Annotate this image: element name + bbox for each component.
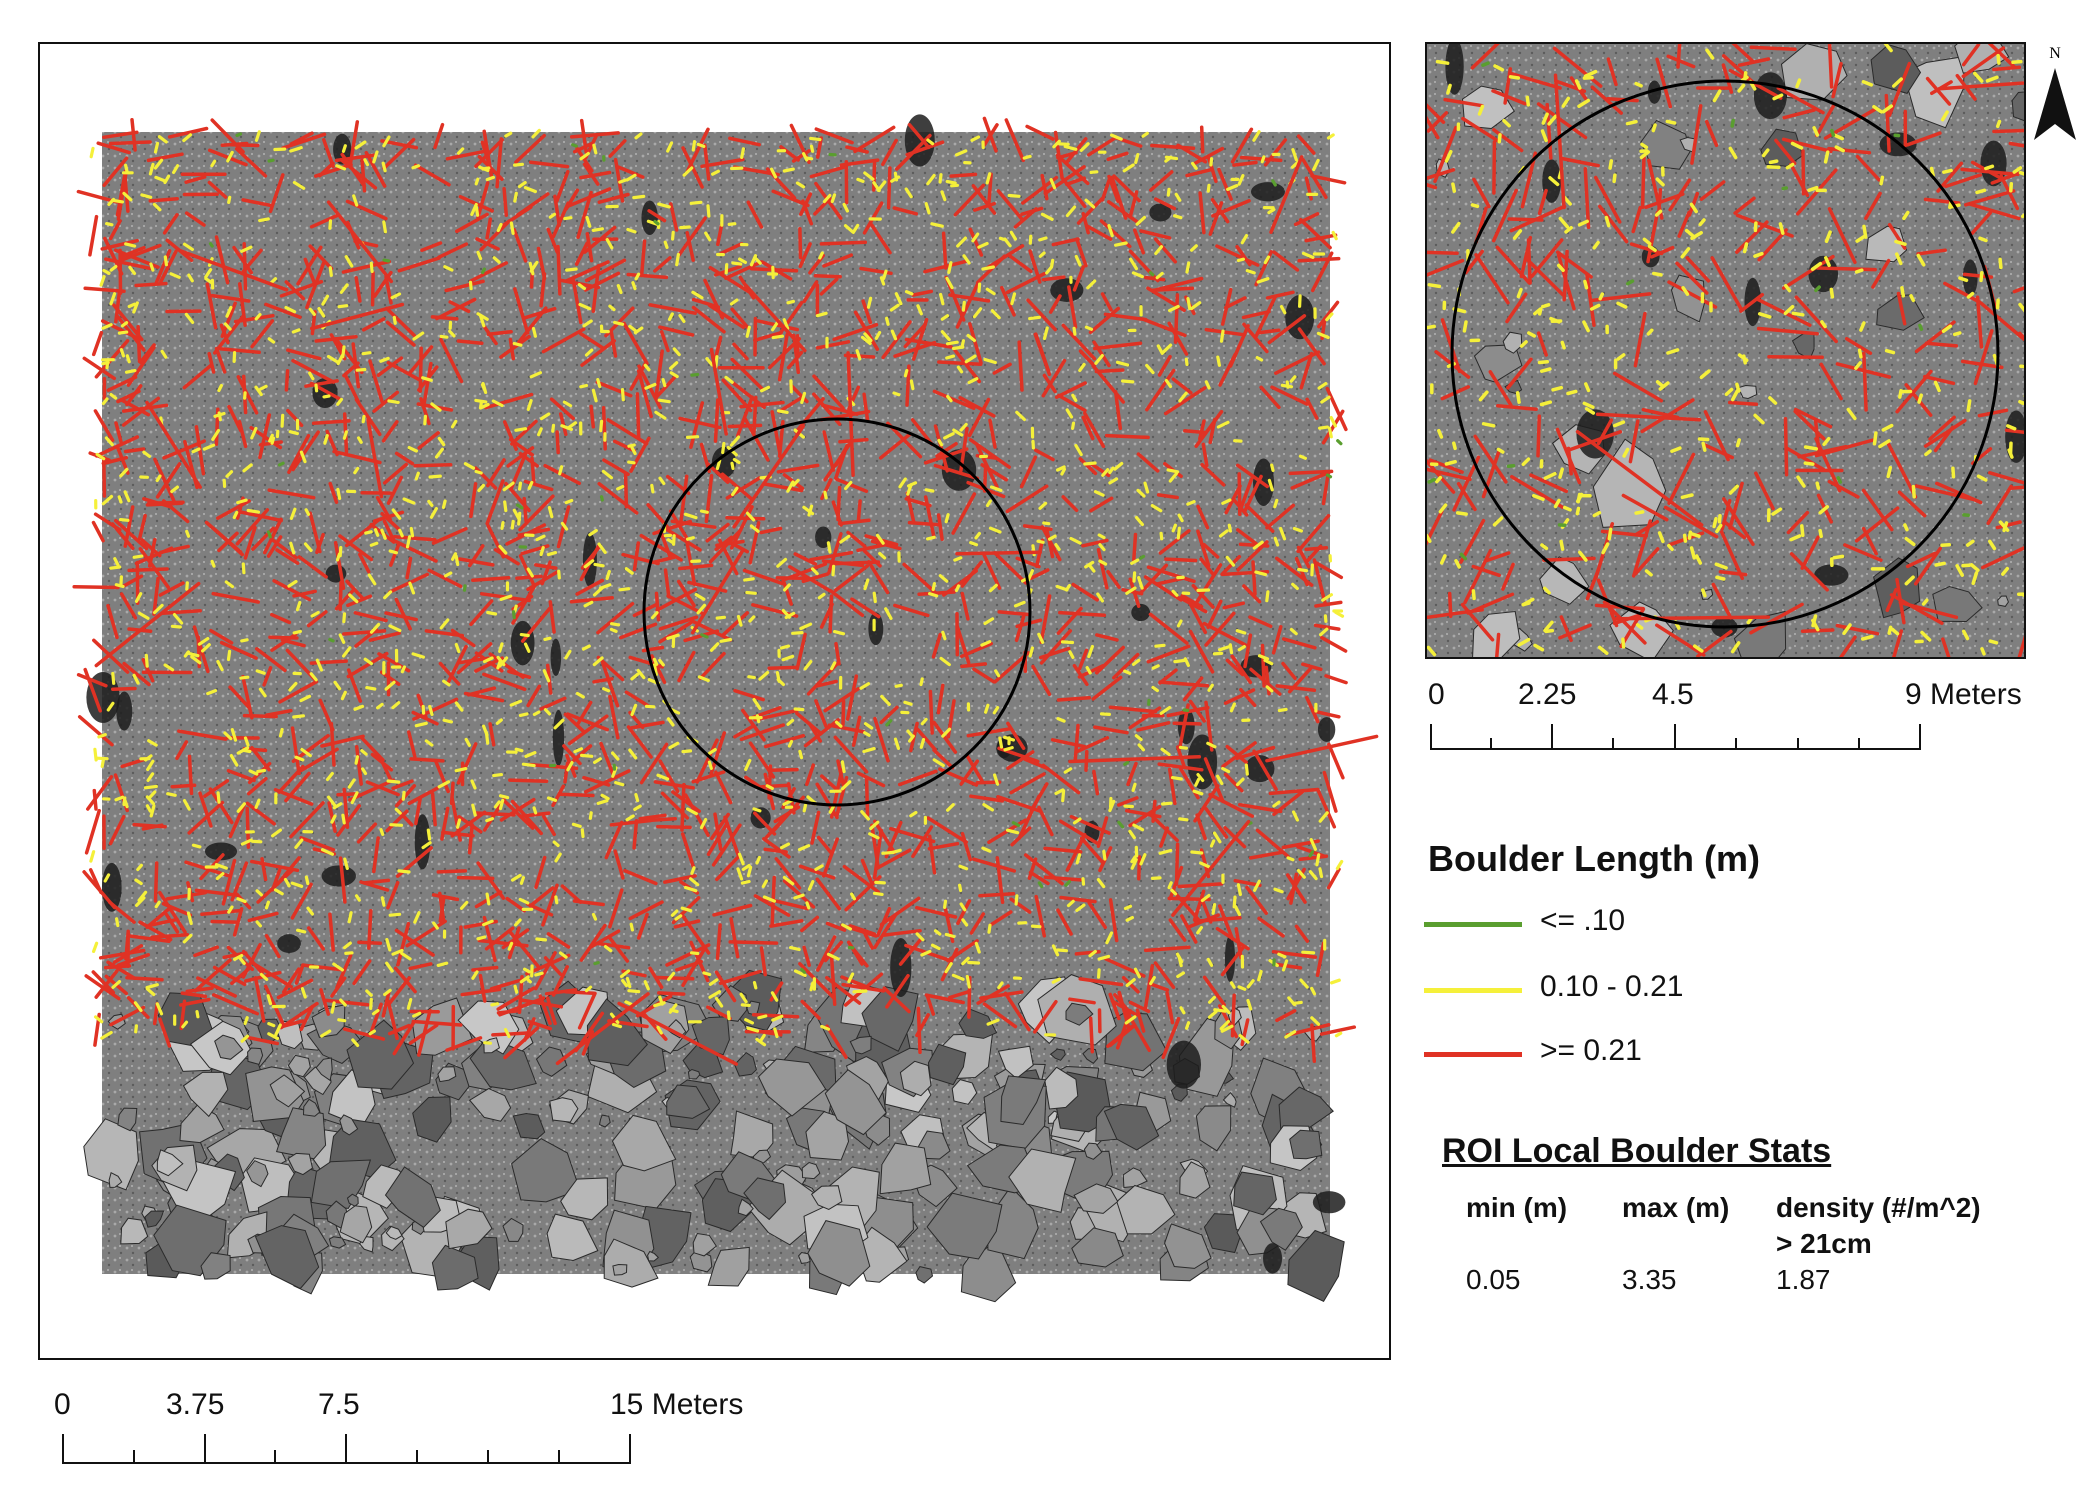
legend-swatch-yellow	[1424, 988, 1522, 993]
legend-label-medium: 0.10 - 0.21	[1540, 970, 1684, 1003]
stats-header-max: max (m)	[1622, 1192, 1730, 1223]
inset-terrain	[1427, 44, 2024, 657]
stats-header-min: min (m)	[1466, 1192, 1568, 1223]
inset-scale-label-2: 4.5	[1652, 678, 1694, 711]
inset-scale-label-3: 9 Meters	[1905, 678, 2022, 711]
main-scale-label-3: 15 Meters	[610, 1388, 744, 1421]
stats-value-density: 1.87	[1776, 1264, 1831, 1295]
main-scale-label-1: 3.75	[166, 1388, 225, 1421]
main-scale-ruler	[62, 1434, 631, 1464]
north-arrow-icon: N	[2030, 40, 2080, 150]
inset-scale-ruler	[1430, 724, 1921, 750]
stats-value-min: 0.05	[1466, 1264, 1521, 1295]
stats-value-max: 3.35	[1622, 1264, 1677, 1295]
inset-boulder-marks	[1427, 44, 2024, 657]
main-scale-label-2: 7.5	[318, 1388, 360, 1421]
inset-roi-circle	[1450, 79, 2000, 629]
north-label: N	[2049, 45, 2061, 62]
legend-swatch-red	[1424, 1052, 1522, 1057]
stats-header-density: density (#/m^2) > 21cm	[1776, 1192, 1981, 1259]
legend-swatch-green	[1424, 922, 1522, 927]
inset-scale-label-1: 2.25	[1518, 678, 1577, 711]
legend-label-large: >= 0.21	[1540, 1034, 1642, 1067]
main-map	[72, 114, 1379, 1303]
inset-rocks	[1435, 44, 2024, 657]
stats-title: ROI Local Boulder Stats	[1442, 1132, 1832, 1170]
main-boulder-marks	[72, 116, 1379, 1066]
legend-title: Boulder Length (m)	[1428, 838, 1760, 879]
inset-scale-label-0: 0	[1428, 678, 1445, 711]
inset-map-frame	[1425, 42, 2026, 659]
main-roi-circle	[642, 417, 1032, 807]
main-scale-label-0: 0	[54, 1388, 71, 1421]
legend-label-small: <= .10	[1540, 904, 1626, 937]
inset-map	[1427, 44, 2024, 657]
main-map-frame	[38, 42, 1391, 1360]
